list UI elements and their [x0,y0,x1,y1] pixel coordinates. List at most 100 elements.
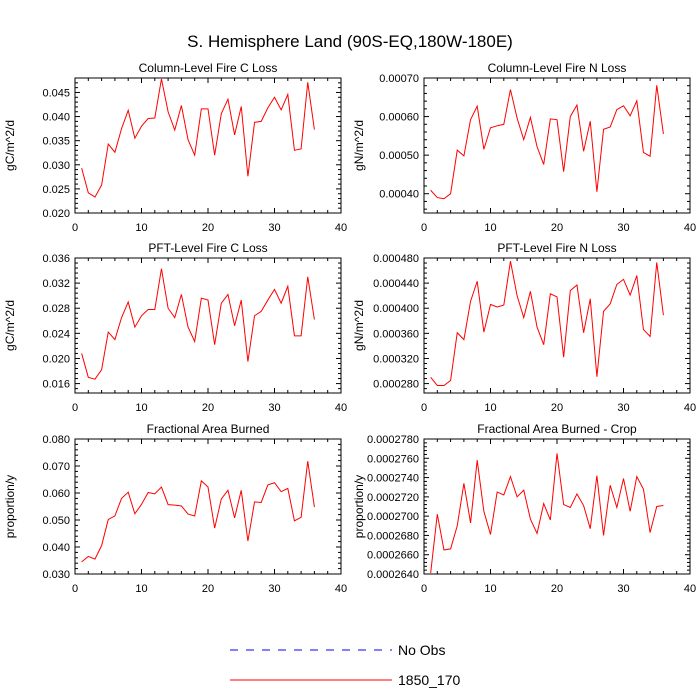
plot-frame [74,438,342,575]
x-tick-label: 40 [335,222,347,234]
y-tick-label: 0.032 [42,278,70,290]
x-tick-label: 0 [72,222,78,234]
y-tick-label: 0.0002640 [367,569,419,581]
y-tick-label: 0.060 [42,488,70,500]
x-tick-label: 30 [268,402,280,414]
x-tick-label: 20 [202,583,214,595]
series-line-1850_170 [81,268,315,380]
x-tick-label: 20 [551,222,563,234]
y-tick-label: 0.035 [42,136,70,148]
y-tick-label: 0.00070 [379,73,419,85]
x-tick-label: 10 [135,402,147,414]
panel-title: Column-Level Fire N Loss [488,61,627,75]
chart-panel-2: 0 10 20 30 40 0.00040 0.00050 0.00060 0.00070 Col… [352,61,696,234]
x-tick-label: 0 [421,402,427,414]
y-tick-label: 0.030 [42,569,70,581]
chart-panels: 0 10 20 30 40 0.020 0.025 0.030 0.035 0.040 0.045 C… [3,61,696,595]
y-tick-label: 0.000360 [373,328,419,340]
y-tick-label: 0.028 [42,303,70,315]
x-tick-label: 10 [135,583,147,595]
y-tick-label: 0.0002700 [367,511,419,523]
chart-panel-3: 0 10 20 30 40 0.016 0.020 0.024 0.028 0.032 0.036 P… [3,241,347,414]
x-tick-label: 10 [135,222,147,234]
x-tick-label: 30 [617,222,629,234]
y-tick-label: 0.0002760 [367,453,419,465]
y-axis-label: proportion/y [352,475,366,538]
y-tick-label: 0.000480 [373,253,419,265]
chart-panel-4: 0 10 20 30 40 0.000280 0.000320 0.000360 0.00040… [352,241,696,414]
y-axis-label: gN/m^2/d [352,300,366,351]
x-tick-label: 40 [684,583,696,595]
panel-title: PFT-Level Fire C Loss [148,241,267,255]
y-tick-label: 0.000280 [373,379,419,391]
x-tick-label: 30 [617,583,629,595]
y-axis-label: proportion/y [3,475,17,538]
x-tick-label: 20 [202,222,214,234]
panel-title: PFT-Level Fire N Loss [497,241,616,255]
y-axis-label: gN/m^2/d [352,120,366,171]
y-tick-label: 0.000440 [373,278,419,290]
series-line-1850_170 [430,453,664,574]
legend-series-label: 1850_170 [398,672,461,688]
series-line-1850_170 [430,261,664,386]
chart-panel-6: 0 10 20 30 40 0.0002640 0.0002660 0.0002680 0.00… [352,422,696,595]
y-tick-label: 0.040 [42,542,70,554]
y-tick-label: 0.030 [42,160,70,172]
y-tick-label: 0.070 [42,461,70,473]
x-tick-label: 40 [684,402,696,414]
y-tick-label: 0.000320 [373,353,419,365]
panel-title: Fractional Area Burned - Crop [477,422,637,436]
x-tick-label: 30 [268,222,280,234]
x-tick-label: 10 [484,583,496,595]
y-tick-label: 0.020 [42,208,70,220]
legend: No Obs 1850_170 [230,642,461,688]
x-tick-label: 0 [421,583,427,595]
y-tick-label: 0.0002720 [367,492,419,504]
x-tick-label: 0 [72,402,78,414]
y-tick-label: 0.0002660 [367,550,419,562]
y-tick-label: 0.00040 [379,189,419,201]
x-tick-label: 0 [72,583,78,595]
y-tick-label: 0.036 [42,253,70,265]
y-tick-label: 0.040 [42,112,70,124]
y-tick-label: 0.0002680 [367,530,419,542]
plot-frame [423,77,691,214]
panel-title: Column-Level Fire C Loss [139,61,278,75]
panel-title: Fractional Area Burned [147,422,270,436]
series-line-1850_170 [430,85,664,200]
y-tick-label: 0.020 [42,353,70,365]
x-tick-label: 40 [335,402,347,414]
x-tick-label: 10 [484,402,496,414]
y-tick-label: 0.016 [42,379,70,391]
y-tick-label: 0.000400 [373,303,419,315]
y-tick-label: 0.0002780 [367,434,419,446]
plot-frame [423,257,691,394]
chart-panel-1: 0 10 20 30 40 0.020 0.025 0.030 0.035 0.040 0.045 C… [3,61,347,234]
figure-title: S. Hemisphere Land (90S-EQ,180W-180E) [187,32,513,51]
y-tick-label: 0.050 [42,515,70,527]
chart-panel-5: 0 10 20 30 40 0.030 0.040 0.050 0.060 0.070 0.080 F… [3,422,347,595]
x-tick-label: 20 [551,583,563,595]
y-tick-label: 0.045 [42,87,70,99]
y-axis-label: gC/m^2/d [3,300,17,351]
y-tick-label: 0.024 [42,328,70,340]
y-axis-label: gC/m^2/d [3,120,17,171]
series-line-1850_170 [81,78,315,198]
y-tick-label: 0.0002740 [367,473,419,485]
legend-no-obs-label: No Obs [398,642,445,658]
plot-frame [423,438,691,575]
y-tick-label: 0.00050 [379,150,419,162]
x-tick-label: 30 [268,583,280,595]
y-tick-label: 0.025 [42,184,70,196]
series-line-1850_170 [81,461,315,563]
x-tick-label: 40 [684,222,696,234]
plot-frame [74,257,342,394]
x-tick-label: 40 [335,583,347,595]
y-tick-label: 0.080 [42,434,70,446]
x-tick-label: 20 [202,402,214,414]
x-tick-label: 20 [551,402,563,414]
y-tick-label: 0.00060 [379,112,419,124]
x-tick-label: 30 [617,402,629,414]
x-tick-label: 0 [421,222,427,234]
